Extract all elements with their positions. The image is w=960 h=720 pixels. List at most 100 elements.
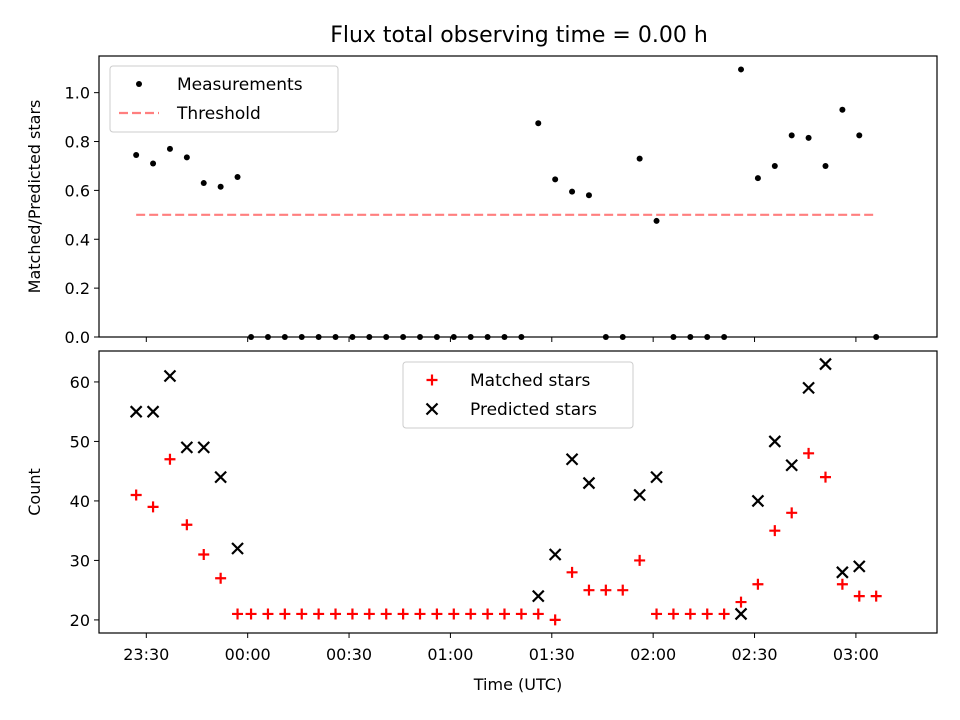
- matched-stars-point: [414, 608, 426, 620]
- matched-stars-point: [549, 614, 561, 626]
- matched-stars-point: [346, 608, 358, 620]
- measurement-point: [805, 134, 812, 141]
- matched-stars-point: [313, 608, 325, 620]
- matched-stars-point: [465, 608, 477, 620]
- matched-stars-point: [130, 489, 142, 501]
- matched-stars-point: [232, 608, 244, 620]
- predicted-stars-point: [565, 453, 579, 466]
- predicted-stars-point: [802, 381, 815, 395]
- predicted-stars-point: [531, 589, 545, 603]
- x-tick-label: 03:00: [833, 645, 879, 664]
- predicted-stars-point: [633, 488, 646, 502]
- matched-stars-point: [448, 608, 460, 620]
- matched-stars-point: [147, 501, 159, 513]
- matched-stars-point: [498, 608, 510, 620]
- predicted-stars-point: [129, 405, 143, 418]
- measurement-point: [552, 176, 559, 183]
- legend-label: Threshold: [176, 104, 261, 124]
- x-tick-label: 00:30: [326, 645, 372, 664]
- matched-stars-point: [279, 608, 291, 620]
- matched-stars-point: [245, 608, 257, 620]
- predicted-stars-point: [819, 357, 832, 371]
- measurement-point: [569, 188, 576, 195]
- y-tick-label: 0.8: [65, 133, 90, 152]
- matched-stars-point: [532, 608, 544, 620]
- measurement-point: [636, 155, 643, 162]
- measurement-point: [653, 217, 660, 224]
- matched-stars-point: [482, 608, 494, 620]
- y-tick-label: 0.6: [65, 181, 90, 200]
- matched-stars-point: [397, 608, 409, 620]
- x-tick-label: 00:00: [225, 645, 271, 664]
- measurement-point: [133, 151, 140, 158]
- y-tick-label: 0.2: [65, 279, 90, 298]
- matched-stars-point: [380, 608, 392, 620]
- x-tick-label: 23:30: [123, 645, 169, 664]
- matched-stars-point: [181, 519, 193, 531]
- predicted-stars-point: [197, 441, 211, 454]
- matched-stars-point: [684, 608, 696, 620]
- matched-stars-point: [296, 608, 308, 620]
- matched-stars-point: [836, 578, 848, 590]
- measurement-point: [839, 106, 846, 113]
- predicted-stars-point: [582, 476, 596, 490]
- matched-stars-point: [718, 608, 730, 620]
- measurement-point: [754, 175, 761, 182]
- measurement-point: [771, 162, 778, 169]
- matched-stars-point: [617, 584, 629, 596]
- predicted-stars-point: [650, 470, 663, 484]
- matched-stars-point: [667, 608, 679, 620]
- measurement-point: [738, 66, 745, 73]
- matched-stars-point: [215, 572, 227, 584]
- x-tick-label: 01:00: [427, 645, 473, 664]
- legend-swatch: [136, 81, 142, 87]
- top-panel: 0.0 0.2 0.4 0.6 0.8 1.0 Matched/Predicted star…: [25, 55, 938, 347]
- matched-stars-point: [583, 584, 595, 596]
- predicted-stars-point: [768, 435, 782, 448]
- series-predicted-stars: [129, 357, 866, 621]
- bottom-panel: 20 30 40 50 60 23:30 00:00 00:30 01:00 01:30 02:00…: [25, 350, 938, 694]
- legend-label: Predicted stars: [470, 400, 597, 420]
- matched-stars-point: [198, 548, 210, 560]
- matched-stars-point: [600, 584, 612, 596]
- legend: Matched stars Predicted stars: [402, 361, 634, 429]
- predicted-stars-point: [734, 607, 748, 621]
- y-tick-label: 60: [70, 373, 90, 392]
- legend-box: [109, 65, 339, 133]
- measurement-point: [535, 120, 542, 127]
- predicted-stars-point: [231, 542, 244, 555]
- legend-label: Matched stars: [470, 371, 590, 391]
- matched-stars-point: [853, 590, 865, 602]
- legend-box: [402, 361, 634, 429]
- x-tick-label: 02:00: [630, 645, 676, 664]
- x-tick-label: 02:30: [731, 645, 777, 664]
- measurement-point: [856, 132, 863, 139]
- series-matched-stars: [130, 447, 882, 626]
- y-tick-label: 20: [70, 611, 90, 630]
- predicted-stars-point: [163, 369, 177, 383]
- matched-stars-point: [819, 471, 831, 483]
- matched-stars-point: [431, 608, 443, 620]
- measurement-point: [234, 173, 241, 180]
- y-axis-label: Matched/Predicted stars: [25, 100, 44, 294]
- matched-stars-point: [803, 447, 815, 459]
- y-tick-label: 30: [70, 551, 90, 570]
- matched-stars-point: [330, 608, 342, 620]
- predicted-stars-point: [146, 405, 160, 418]
- y-tick-label: 40: [70, 492, 90, 511]
- predicted-stars-point: [836, 566, 849, 579]
- predicted-stars-point: [785, 458, 798, 472]
- measurement-point: [788, 132, 795, 139]
- axes-frame: [98, 350, 938, 634]
- y-tick-label: 1.0: [65, 84, 90, 103]
- matched-stars-point: [164, 453, 176, 465]
- legend-swatch: [426, 374, 438, 386]
- y-tick-label: 0.0: [65, 328, 90, 347]
- matched-stars-point: [870, 590, 882, 602]
- legend: Measurements Threshold: [109, 65, 339, 133]
- legend-swatch: [425, 402, 439, 416]
- matched-stars-point: [634, 554, 646, 566]
- x-tick-label: 01:30: [529, 645, 575, 664]
- measurement-point: [183, 154, 190, 161]
